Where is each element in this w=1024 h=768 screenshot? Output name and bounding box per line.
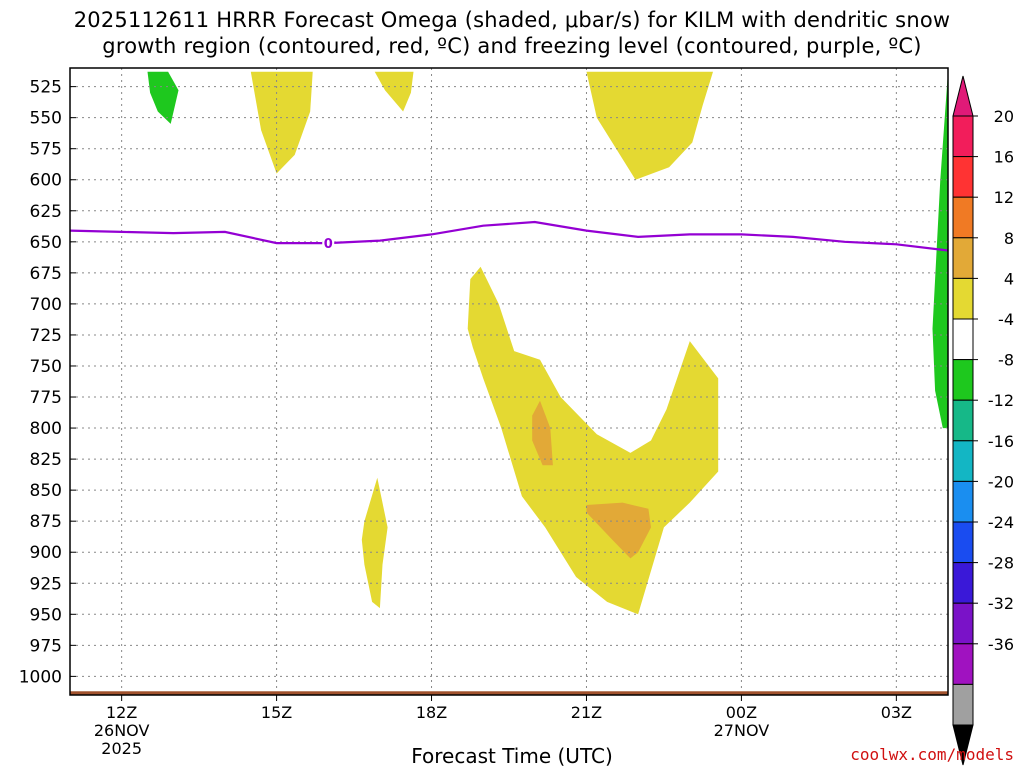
colorbar-segment-11	[952, 562, 974, 604]
colorbar-segment-13	[952, 643, 974, 685]
y-tick-label-725: 725	[30, 326, 62, 346]
omega-region-yellow-small	[361, 477, 388, 609]
colorbar-label--8: -8	[998, 351, 1014, 370]
x-tick-label-12Z: 12Z	[106, 703, 137, 722]
colorbar-segment-8	[952, 440, 974, 482]
y-tick-label-625: 625	[30, 202, 62, 222]
omega-region-yellow-3	[586, 71, 713, 180]
colorbar-segment-9	[952, 480, 974, 523]
colorbar-label--28: -28	[988, 554, 1014, 573]
colorbar-label--4: -4	[998, 310, 1014, 329]
colorbar-segment-10	[952, 521, 974, 564]
colorbar-label--16: -16	[988, 432, 1014, 451]
y-tick-label-975: 975	[30, 636, 62, 656]
x-tick-label-15Z: 15Z	[261, 703, 292, 722]
y-tick-label-775: 775	[30, 388, 62, 408]
x-tick-year-12Z: 2025	[101, 739, 142, 758]
chart-title-line-2: growth region (contoured, red, ºC) and f…	[102, 34, 922, 58]
y-tick-label-925: 925	[30, 574, 62, 594]
omega-region-orange-2	[586, 502, 651, 559]
chart-title-line-1: 2025112611 HRRR Forecast Omega (shaded, …	[73, 8, 951, 32]
colorbar-bottom-arrow	[952, 724, 974, 766]
y-tick-label-800: 800	[30, 419, 62, 439]
source-watermark[interactable]: coolwx.com/models	[850, 745, 1014, 764]
omega-region-green-top-left	[147, 71, 179, 124]
freezing-level-label-bg	[322, 234, 335, 251]
y-tick-label-825: 825	[30, 450, 62, 470]
y-tick-label-850: 850	[30, 481, 62, 501]
colorbar-segment-7	[952, 399, 974, 442]
y-tick-label-525: 525	[30, 78, 62, 98]
omega-region-yellow-1	[250, 71, 313, 174]
colorbar-label-16: 16	[994, 148, 1014, 167]
colorbar-segment-0	[952, 115, 974, 158]
colorbar-label--32: -32	[988, 594, 1014, 613]
colorbar-segment-2	[952, 196, 974, 239]
omega-region-yellow-2	[374, 71, 414, 112]
colorbar-segment-6	[952, 359, 974, 401]
y-tick-label-1000: 1000	[19, 667, 62, 687]
colorbar-label-8: 8	[1004, 229, 1014, 248]
x-tick-label-03Z: 03Z	[881, 703, 912, 722]
y-tick-label-950: 950	[30, 605, 62, 625]
y-tick-label-575: 575	[30, 140, 62, 160]
x-tick-label-00Z: 00Z	[726, 703, 757, 722]
colorbar-label-20: 20	[994, 107, 1014, 126]
y-tick-label-900: 900	[30, 543, 62, 563]
colorbar-label--24: -24	[988, 513, 1014, 532]
colorbar-label-4: 4	[1004, 269, 1014, 288]
colorbar-segment-5	[952, 318, 974, 361]
colorbar-segment-12	[952, 602, 974, 645]
freezing-level-label: 0	[324, 237, 333, 252]
plot-frame	[69, 67, 949, 696]
y-tick-label-875: 875	[30, 512, 62, 532]
colorbar-label--12: -12	[988, 391, 1014, 410]
colorbar-segment-14	[952, 683, 974, 726]
omega-region-orange-1	[532, 400, 553, 466]
x-tick-label-21Z: 21Z	[571, 703, 602, 722]
y-tick-label-550: 550	[30, 109, 62, 129]
colorbar-label-12: 12	[994, 188, 1014, 207]
x-tick-label-18Z: 18Z	[416, 703, 447, 722]
colorbar-segment-1	[952, 156, 974, 198]
y-tick-label-675: 675	[30, 264, 62, 284]
colorbar-top-arrow	[952, 75, 974, 117]
colorbar-segment-3	[952, 237, 974, 279]
y-tick-label-750: 750	[30, 357, 62, 377]
colorbar-segment-4	[952, 277, 974, 320]
ground-surface	[70, 691, 948, 695]
colorbar-label--20: -20	[988, 472, 1014, 491]
y-tick-label-700: 700	[30, 295, 62, 315]
y-tick-label-650: 650	[30, 233, 62, 253]
x-tick-date-12Z: 26NOV	[94, 721, 150, 740]
y-tick-label-600: 600	[30, 171, 62, 191]
x-tick-date-00Z: 27NOV	[714, 721, 770, 740]
freezing-level-line	[69, 220, 949, 252]
x-axis-label: Forecast Time (UTC)	[411, 744, 613, 768]
omega-region-yellow-main	[467, 266, 719, 615]
colorbar-label--36: -36	[988, 635, 1014, 654]
